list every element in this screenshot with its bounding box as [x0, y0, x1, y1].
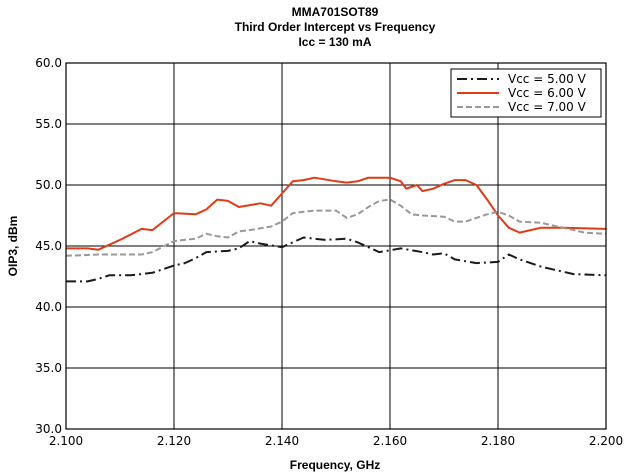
x-tick-label: 2.140: [265, 434, 299, 448]
plot-frame: [65, 62, 607, 430]
x-tick-label: 2.180: [481, 434, 515, 448]
x-tick-label: 2.160: [373, 434, 407, 448]
y-tick-label: 45.0: [35, 239, 62, 253]
x-axis-title: Frequency, GHz: [290, 458, 380, 472]
chart-title-line-2: Third Order Intercept vs Frequency: [235, 20, 436, 34]
y-tick-label: 40.0: [35, 300, 62, 314]
y-tick-label: 50.0: [35, 178, 62, 192]
y-axis-title: OIP3, dBm: [6, 216, 20, 277]
x-tick-label: 2.100: [49, 434, 83, 448]
tick-labels: 2.100 2.120 2.140 2.160 2.180 2.200 30.0 35.0 40…: [35, 56, 623, 448]
legend-label: Vcc = 5.00 V: [508, 72, 587, 86]
chart-title-line-1: MMA701SOT89: [292, 5, 379, 19]
chart-title-line-3: Icc = 130 mA: [298, 35, 371, 49]
legend-label: Vcc = 7.00 V: [508, 100, 587, 114]
y-tick-label: 30.0: [35, 422, 62, 436]
x-tick-label: 2.200: [589, 434, 623, 448]
grid: [65, 62, 607, 430]
series-line-2: [66, 176, 607, 251]
y-tick-label: 60.0: [35, 56, 62, 70]
series-line-1: [66, 236, 607, 283]
legend-label: Vcc = 6.00 V: [508, 86, 587, 100]
y-tick-label: 35.0: [35, 361, 62, 375]
series-line-3: [65, 198, 607, 257]
series-layer: [65, 176, 607, 283]
y-tick-label: 55.0: [35, 117, 62, 131]
x-tick-label: 2.120: [157, 434, 191, 448]
legend-box: [450, 68, 602, 118]
